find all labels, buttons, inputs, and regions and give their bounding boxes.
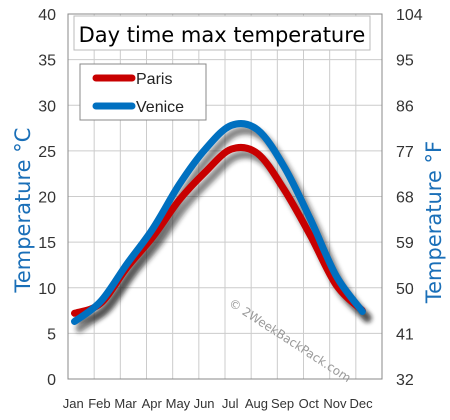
y-axis-right-ticks: 32 41 50 59 68 77 86 95 104 xyxy=(396,7,423,389)
y-tick-right: 68 xyxy=(396,190,414,207)
series-lines xyxy=(71,120,366,325)
x-tick: May xyxy=(166,396,191,411)
legend-label-paris: Paris xyxy=(136,71,172,88)
y-axis-left-ticks: 0 5 10 15 20 25 30 35 40 xyxy=(38,7,56,389)
x-tick: Jun xyxy=(194,396,215,411)
x-tick: Mar xyxy=(114,396,137,411)
y-axis-left-title: Temperature °C xyxy=(11,128,35,294)
watermark: © 2WeekBackPack.com xyxy=(226,296,353,385)
x-tick: Nov xyxy=(323,396,347,411)
y-tick-left: 10 xyxy=(38,281,56,298)
y-tick-left: 0 xyxy=(47,372,56,389)
y-tick-left: 15 xyxy=(38,235,56,252)
plot-frame xyxy=(67,13,383,380)
y-tick-left: 40 xyxy=(38,7,56,24)
chart-title: Day time max temperature xyxy=(79,23,366,47)
y-tick-right: 95 xyxy=(396,53,414,70)
y-tick-left: 30 xyxy=(38,98,56,115)
x-tick: Jul xyxy=(222,396,239,411)
legend-box xyxy=(79,63,207,121)
y-tick-left: 25 xyxy=(38,144,56,161)
y-tick-left: 35 xyxy=(38,53,56,70)
x-tick: Dec xyxy=(350,396,374,411)
y-tick-right: 50 xyxy=(396,281,414,298)
series-line-venice xyxy=(71,120,366,325)
y-tick-right: 32 xyxy=(396,372,414,389)
y-tick-right: 41 xyxy=(396,326,414,343)
y-axis-right-title: Temperature °F xyxy=(422,141,446,304)
legend-label-venice: Venice xyxy=(136,99,184,116)
legend: Paris Venice xyxy=(79,63,207,121)
y-tick-right: 77 xyxy=(396,144,414,161)
y-tick-right: 86 xyxy=(396,98,414,115)
x-tick: Sep xyxy=(271,396,294,411)
x-tick: Apr xyxy=(142,396,163,411)
y-tick-right: 104 xyxy=(396,7,423,24)
series-shadows xyxy=(75,126,372,333)
x-tick: Feb xyxy=(88,396,110,411)
y-tick-left: 5 xyxy=(47,326,56,343)
x-tick: Jan xyxy=(63,396,84,411)
title-box xyxy=(73,15,371,51)
y-tick-left: 20 xyxy=(38,190,56,207)
x-axis-ticks: Jan Feb Mar Apr May Jun Jul Aug Sep Oct Nov Dec xyxy=(63,396,373,411)
x-tick: Oct xyxy=(299,396,320,411)
y-tick-right: 59 xyxy=(396,235,414,252)
x-tick: Aug xyxy=(245,396,268,411)
